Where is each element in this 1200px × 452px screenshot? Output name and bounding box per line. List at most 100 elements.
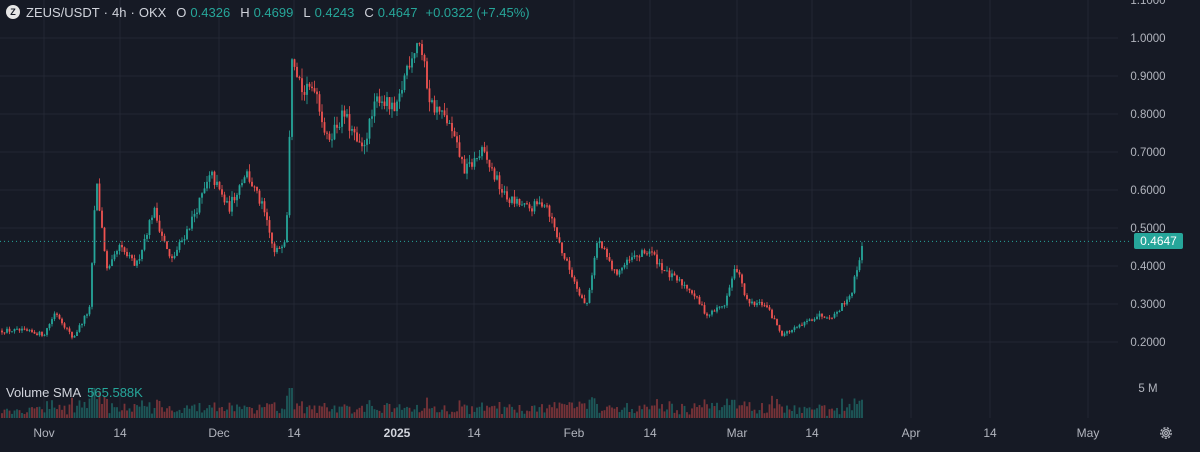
volume-bar	[751, 410, 753, 418]
candle-body	[116, 250, 118, 255]
candle-body	[846, 299, 848, 305]
volume-legend[interactable]: Volume SMA 565.588K	[6, 385, 143, 400]
volume-bar	[646, 406, 648, 418]
volume-bar	[36, 407, 38, 418]
volume-bar	[111, 403, 113, 418]
volume-bar	[133, 404, 136, 418]
candle-body	[628, 259, 631, 261]
candle-body	[613, 269, 616, 271]
volume-bar	[378, 410, 381, 418]
volume-bar	[813, 409, 816, 418]
volume-bar	[46, 401, 48, 418]
candle-body	[583, 298, 586, 304]
candle-body	[796, 327, 798, 329]
volume-bar	[161, 407, 163, 418]
candle-body	[51, 319, 53, 325]
volume-bar	[523, 413, 526, 418]
candle-body	[21, 328, 23, 331]
volume-bar	[538, 407, 541, 418]
volume-bar	[448, 414, 451, 418]
candle-body	[821, 313, 823, 317]
candle-body	[533, 201, 536, 212]
candle-body	[481, 147, 483, 157]
candle-body	[126, 251, 128, 257]
volume-bar	[91, 388, 93, 418]
volume-bar	[458, 400, 461, 418]
volume-bar	[396, 407, 398, 418]
volume-bar	[816, 408, 818, 418]
volume-bar	[451, 411, 453, 418]
volume-bar	[343, 404, 346, 418]
candle-body	[761, 301, 763, 306]
volume-bar	[728, 405, 731, 418]
candle-body	[786, 331, 788, 334]
volume-bar	[266, 403, 268, 418]
time-axis-label: 14	[113, 426, 127, 440]
candle-body	[643, 250, 646, 254]
volume-bar	[191, 405, 193, 418]
candle-body	[586, 302, 588, 304]
volume-bar	[563, 404, 566, 418]
candle-body	[473, 158, 476, 167]
volume-bar	[28, 407, 31, 418]
time-axis-label: Mar	[727, 426, 748, 440]
candle-body	[546, 205, 548, 207]
candle-body	[718, 306, 721, 308]
volume-bar	[861, 399, 863, 418]
volume-bar	[306, 406, 308, 418]
volume-bar	[721, 407, 723, 418]
volume-bar	[251, 408, 253, 418]
candle-body	[776, 319, 778, 326]
volume-bar	[193, 404, 196, 418]
volume-bar	[498, 402, 501, 418]
candle-body	[163, 235, 166, 242]
volume-bar	[621, 409, 623, 418]
candle-body	[141, 249, 143, 260]
candle-body	[833, 313, 836, 318]
candle-body	[431, 100, 433, 103]
volume-bar	[106, 398, 108, 418]
candle-body	[743, 283, 746, 296]
low-label: L	[303, 4, 311, 20]
volume-bar	[331, 409, 333, 418]
gear-icon[interactable]	[1157, 424, 1175, 442]
volume-bar	[656, 399, 658, 418]
volume-bar	[716, 402, 718, 418]
candle-body	[223, 194, 226, 203]
volume-bar	[171, 410, 173, 418]
volume-bar	[443, 405, 446, 418]
candle-body	[188, 228, 191, 230]
candle-body	[523, 203, 526, 205]
symbol-name[interactable]: ZEUS/USDT	[26, 4, 100, 20]
candle-body	[771, 309, 773, 319]
volume-bar	[23, 414, 26, 418]
volume-bar	[308, 405, 311, 418]
candle-body	[413, 53, 416, 59]
candle-body	[458, 142, 461, 157]
volume-bar	[328, 411, 331, 418]
volume-bar	[148, 402, 151, 418]
volume-bar	[278, 413, 281, 418]
volume-bar	[123, 403, 126, 418]
candle-body	[358, 141, 361, 143]
volume-bar	[601, 410, 603, 418]
candle-body	[226, 201, 228, 203]
candle-body	[336, 124, 338, 128]
interval-label[interactable]: 4h	[112, 4, 127, 20]
volume-bar	[126, 410, 128, 418]
price-axis-label: 0.2000	[1130, 337, 1165, 349]
volume-bar	[831, 408, 833, 418]
volume-bar	[33, 408, 36, 418]
candle-body	[421, 44, 423, 55]
volume-bar	[146, 406, 148, 418]
volume-legend-label: Volume SMA	[6, 385, 82, 400]
price-axis-label: 0.5000	[1130, 223, 1165, 235]
candle-body	[556, 227, 558, 238]
volume-bar	[663, 411, 666, 418]
candle-body	[801, 324, 803, 326]
candle-body	[508, 199, 511, 203]
volume-bar	[206, 408, 208, 418]
candle-body	[121, 245, 123, 248]
